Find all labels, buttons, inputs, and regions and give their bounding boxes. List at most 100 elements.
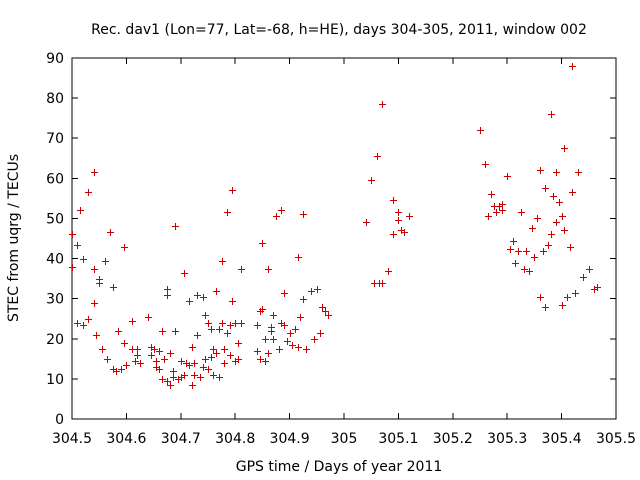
data-point-plus-marker <box>145 314 152 321</box>
data-point-plus-marker <box>300 296 307 303</box>
data-point-plus-marker <box>526 268 533 275</box>
plot-frame <box>71 57 617 420</box>
data-point-plus-marker <box>167 382 174 389</box>
data-point-plus-marker <box>96 280 103 287</box>
data-point-plus-marker <box>540 248 547 255</box>
x-tick-label: 304.7 <box>161 431 201 447</box>
data-point-plus-marker <box>254 348 261 355</box>
data-point-plus-marker <box>390 197 397 204</box>
data-point-plus-marker <box>521 266 528 273</box>
data-point-plus-marker <box>515 248 522 255</box>
data-point-plus-marker <box>200 294 207 301</box>
data-point-plus-marker <box>229 187 236 194</box>
data-point-plus-marker <box>395 209 402 216</box>
y-tick-label: 60 <box>46 171 64 187</box>
data-point-plus-marker <box>518 209 525 216</box>
data-point-plus-marker <box>534 215 541 222</box>
data-point-plus-marker <box>80 256 87 263</box>
data-point-plus-marker <box>102 258 109 265</box>
data-point-plus-marker <box>284 338 291 345</box>
data-point-plus-marker <box>202 312 209 319</box>
data-point-plus-marker <box>104 356 111 363</box>
data-point-plus-marker <box>208 354 215 361</box>
data-point-plus-marker <box>238 320 245 327</box>
data-point-plus-marker <box>129 318 136 325</box>
y-tick-label: 0 <box>55 412 64 428</box>
data-point-plus-marker <box>229 298 236 305</box>
data-point-plus-marker <box>308 288 315 295</box>
data-point-plus-marker <box>123 362 130 369</box>
x-tick-label: 304.5 <box>52 431 92 447</box>
data-point-plus-marker <box>292 326 299 333</box>
data-point-plus-marker <box>77 207 84 214</box>
data-point-plus-marker <box>482 161 489 168</box>
data-point-plus-marker <box>512 260 519 267</box>
data-point-plus-marker <box>262 358 269 365</box>
data-point-plus-marker <box>322 308 329 315</box>
data-point-plus-marker <box>148 352 155 359</box>
data-point-plus-marker <box>289 342 296 349</box>
data-point-plus-marker <box>507 246 514 253</box>
data-point-plus-marker <box>213 350 220 357</box>
data-point-plus-marker <box>561 145 568 152</box>
data-point-plus-marker <box>278 207 285 214</box>
data-point-plus-marker <box>219 258 226 265</box>
data-point-plus-marker <box>178 358 185 365</box>
data-point-plus-marker <box>159 376 166 383</box>
data-point-plus-marker <box>385 268 392 275</box>
data-point-plus-marker <box>270 336 277 343</box>
data-point-plus-marker <box>542 304 549 311</box>
data-point-plus-marker <box>69 231 76 238</box>
data-point-plus-marker <box>197 374 204 381</box>
data-point-plus-marker <box>161 356 168 363</box>
data-point-plus-marker <box>156 366 163 373</box>
data-point-plus-marker <box>238 266 245 273</box>
data-point-plus-marker <box>580 274 587 281</box>
y-tick-label: 40 <box>46 252 64 268</box>
data-point-plus-marker <box>189 344 196 351</box>
y-tick-label: 50 <box>46 211 64 227</box>
y-axis: 0 10 20 30 40 50 60 70 80 90 <box>46 51 616 428</box>
data-point-plus-marker <box>159 328 166 335</box>
x-tick-label: 304.6 <box>106 431 146 447</box>
data-point-plus-marker <box>224 330 231 337</box>
data-point-plus-marker <box>85 189 92 196</box>
data-point-plus-marker <box>134 352 141 359</box>
x-tick-label: 304.9 <box>270 431 310 447</box>
data-point-plus-marker <box>205 320 212 327</box>
data-point-plus-marker <box>189 382 196 389</box>
data-point-plus-marker <box>559 302 566 309</box>
data-point-plus-marker <box>107 229 114 236</box>
data-point-plus-marker <box>257 356 264 363</box>
data-point-plus-marker <box>259 240 266 247</box>
data-point-plus-marker <box>537 167 544 174</box>
data-point-plus-marker <box>93 332 100 339</box>
data-point-plus-marker <box>134 346 141 353</box>
data-point-plus-marker <box>208 326 215 333</box>
data-point-plus-marker <box>493 209 500 216</box>
data-point-plus-marker <box>564 294 571 301</box>
x-tick-label: 305.5 <box>596 431 636 447</box>
data-point-plus-marker <box>548 111 555 118</box>
x-tick-label: 304.8 <box>215 431 255 447</box>
data-point-plus-marker <box>510 238 517 245</box>
data-point-plus-marker <box>363 219 370 226</box>
y-tick-label: 10 <box>46 372 64 388</box>
data-point-plus-marker <box>550 193 557 200</box>
data-point-plus-marker <box>191 372 198 379</box>
x-tick-label: 305.1 <box>378 431 418 447</box>
data-point-plus-marker <box>210 372 217 379</box>
data-point-plus-marker <box>586 266 593 273</box>
y-axis-label: STEC from uqrg / TECUs <box>6 154 22 322</box>
data-point-plus-marker <box>529 225 536 232</box>
data-point-plus-marker <box>537 294 544 301</box>
data-point-plus-marker <box>567 244 574 251</box>
data-point-plus-marker <box>406 213 413 220</box>
y-tick-label: 30 <box>46 292 64 308</box>
data-point-plus-marker <box>74 320 81 327</box>
data-points <box>69 63 601 389</box>
data-point-plus-marker <box>227 352 234 359</box>
data-point-plus-marker <box>99 346 106 353</box>
data-point-plus-marker <box>295 254 302 261</box>
